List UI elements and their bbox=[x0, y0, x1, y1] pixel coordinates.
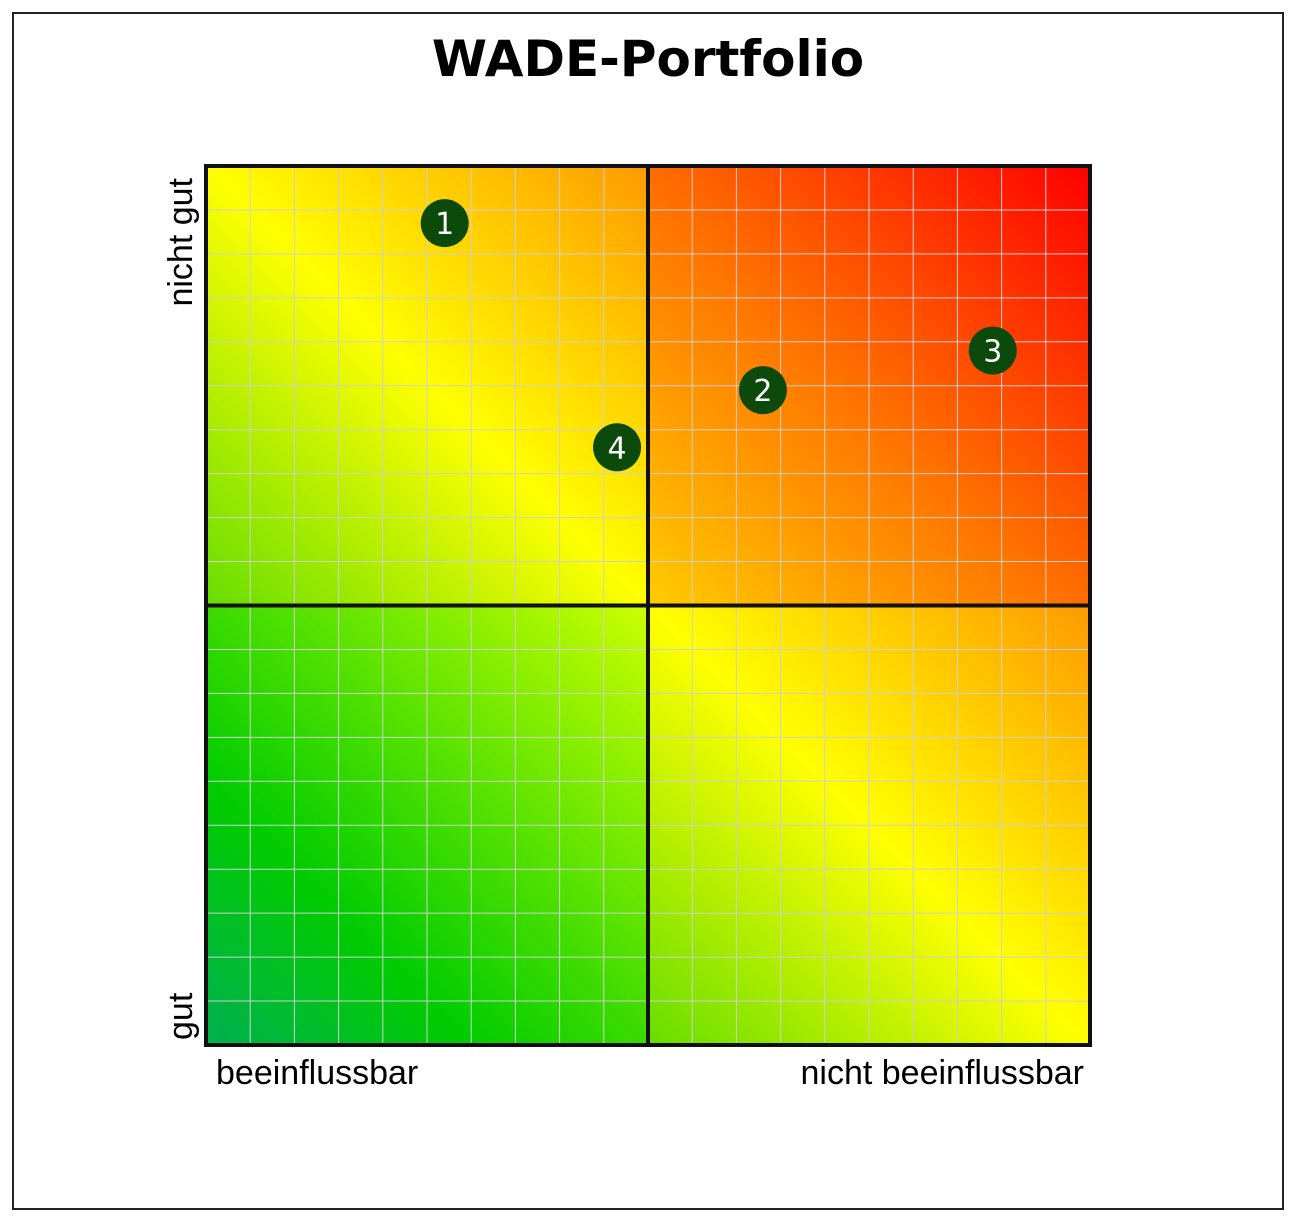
data-point-4: 4 bbox=[593, 423, 642, 472]
data-point-marker bbox=[593, 423, 642, 472]
data-point-label: 4 bbox=[608, 431, 627, 466]
y-tick-label-top: nicht gut bbox=[162, 177, 200, 306]
data-point-2: 2 bbox=[738, 366, 787, 415]
data-point-label: 2 bbox=[753, 374, 772, 409]
y-tick-label-bottom: gut bbox=[162, 992, 200, 1040]
data-point-label: 1 bbox=[435, 207, 454, 242]
x-tick-label-right: nicht beeinflussbar bbox=[800, 1054, 1084, 1092]
data-point-label: 3 bbox=[983, 335, 1002, 370]
data-point-1: 1 bbox=[420, 199, 469, 248]
plot-border bbox=[204, 164, 1092, 1047]
data-point-marker bbox=[968, 326, 1017, 375]
data-point-marker bbox=[420, 199, 469, 248]
data-point-marker bbox=[738, 366, 787, 415]
data-points: 1 2 3 4 bbox=[420, 199, 1017, 472]
x-tick-label-left: beeinflussbar bbox=[216, 1054, 418, 1092]
chart-title: WADE-Portfolio bbox=[431, 30, 865, 88]
data-point-3: 3 bbox=[968, 326, 1017, 375]
